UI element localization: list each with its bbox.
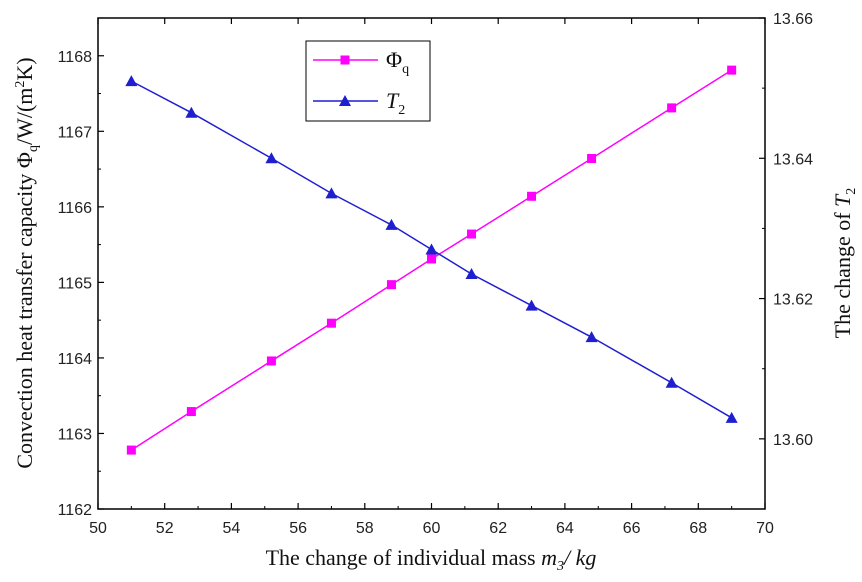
x-tick-label: 58 — [356, 520, 374, 537]
data-point-t2 — [185, 106, 198, 118]
data-point-phi-q — [527, 191, 537, 201]
data-point-t2 — [265, 152, 278, 164]
x-tick-label: 66 — [623, 520, 641, 537]
y-left-tick-label: 1163 — [58, 426, 93, 443]
x-tick-label: 54 — [223, 520, 241, 537]
x-tick-label: 70 — [756, 520, 774, 537]
data-point-phi-q — [667, 103, 677, 113]
data-point-t2 — [725, 411, 738, 423]
legend-marker-phi — [340, 55, 350, 65]
data-point-phi-q — [587, 154, 597, 164]
data-point-phi-q — [386, 280, 396, 290]
y-left-tick-label: 1167 — [58, 124, 93, 141]
data-point-phi-q — [266, 356, 276, 366]
data-point-t2 — [385, 218, 398, 230]
x-tick-label: 60 — [423, 520, 441, 537]
data-point-phi-q — [126, 445, 136, 455]
data-point-phi-q — [727, 65, 737, 75]
y-right-tick-label: 13.62 — [773, 292, 813, 309]
y-axis-right: 13.60 13.62 13.64 13.66 — [759, 11, 813, 449]
x-tick-label: 64 — [556, 520, 574, 537]
x-tick-label: 50 — [89, 520, 107, 537]
data-point-t2 — [525, 299, 538, 311]
y-left-tick-label: 1165 — [58, 275, 93, 292]
y-left-tick-label: 1166 — [58, 200, 93, 217]
y-right-axis-title: The change of T2 — [830, 188, 859, 339]
plot-frame — [97, 17, 766, 510]
y-left-tick-label: 1168 — [58, 49, 93, 66]
x-tick-label: 56 — [289, 520, 307, 537]
x-axis-title: The change of individual mass m3/ kg — [266, 545, 597, 574]
legend-label-t2: T2 — [386, 88, 405, 118]
data-point-phi-q — [186, 407, 196, 417]
legend-marker-t2 — [339, 95, 351, 106]
data-point-t2 — [465, 268, 478, 280]
data-point-phi-q — [326, 318, 336, 328]
data-point-t2 — [665, 376, 678, 388]
legend: Φq T2 — [305, 40, 431, 122]
x-axis: 50 52 54 56 58 60 62 64 66 68 70 — [89, 18, 774, 537]
series-layer — [125, 65, 738, 455]
gridless-plot-area — [97, 17, 766, 510]
y-left-tick-label: 1164 — [58, 351, 93, 368]
data-point-t2 — [585, 331, 598, 343]
y-left-tick-label: 1162 — [58, 502, 93, 519]
y-axis-left: 1162 1163 1164 1165 1166 1167 1168 — [58, 49, 104, 519]
x-tick-label: 68 — [689, 520, 707, 537]
data-point-t2 — [125, 75, 138, 87]
legend-label-phi: Φq — [386, 47, 409, 77]
x-tick-label: 52 — [156, 520, 174, 537]
data-point-t2 — [425, 243, 438, 255]
data-point-phi-q — [467, 229, 477, 239]
y-left-axis-title: Convection heat transfer capacity Φq/W/(… — [12, 57, 41, 468]
x-tick-label: 62 — [489, 520, 507, 537]
y-right-tick-label: 13.60 — [773, 432, 813, 449]
data-point-t2 — [325, 187, 338, 199]
y-right-tick-label: 13.64 — [773, 151, 813, 168]
legend-box — [305, 40, 431, 122]
data-point-phi-q — [427, 254, 436, 264]
y-right-tick-label: 13.66 — [773, 11, 813, 28]
